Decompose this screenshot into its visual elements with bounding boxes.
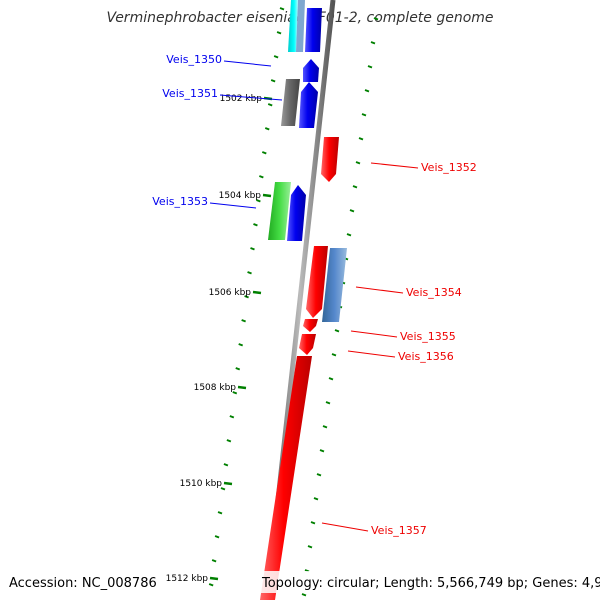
gene-veis-1357	[260, 356, 312, 600]
tick-mark	[223, 481, 233, 486]
gene-veis-1355	[303, 319, 318, 332]
inner-dot	[250, 247, 255, 251]
outer-dot	[358, 137, 364, 141]
gene-label-veis-1355[interactable]: Veis_1355	[400, 330, 456, 343]
outer-dot	[328, 377, 334, 381]
label-leader-line	[223, 60, 272, 67]
cog-bars	[268, 0, 347, 322]
label-leader-line	[355, 286, 404, 294]
gene-label-veis-1354[interactable]: Veis_1354	[406, 286, 462, 299]
position-ticks: 1502 kbp 1504 kbp 1506 kbp 1508 kbp 1510 kbp…	[166, 94, 273, 584]
outer-dot	[319, 449, 325, 453]
inner-dot	[235, 367, 241, 371]
inner-dot	[270, 79, 276, 83]
label-leader-line	[209, 202, 257, 209]
tick-label: 1502 kbp	[220, 94, 263, 104]
gene-label-veis-1353[interactable]: Veis_1353	[152, 195, 208, 208]
label-leader-line	[219, 94, 283, 101]
inner-dot	[229, 415, 235, 419]
gene-veis-1356	[299, 334, 316, 355]
inner-dot	[226, 439, 232, 443]
inner-dot	[273, 55, 279, 59]
accession-text: Accession: NC_008786	[9, 576, 157, 591]
tick-mark	[237, 385, 247, 390]
reverse-genes	[260, 137, 339, 600]
inner-dot	[267, 103, 273, 107]
gene-label-veis-1357[interactable]: Veis_1357	[371, 524, 427, 537]
outer-dot	[367, 65, 373, 69]
outer-dot	[310, 521, 316, 525]
inner-dot	[223, 463, 229, 467]
outer-dot	[325, 401, 331, 405]
tick-mark	[252, 290, 262, 295]
gene-veis-1349	[305, 8, 322, 52]
gene-veis-1351	[299, 82, 318, 128]
gene-veis-1352	[321, 137, 339, 182]
cog-bar-gray	[281, 79, 300, 126]
outer-dot	[373, 17, 379, 21]
inner-dot	[214, 535, 220, 539]
outer-dot	[346, 233, 352, 237]
outer-dot	[349, 209, 355, 213]
gene-veis-1354	[306, 246, 328, 318]
inner-dot	[253, 223, 258, 227]
outer-dot	[313, 497, 319, 501]
label-leader-line	[321, 522, 369, 532]
tick-label: 1504 kbp	[219, 191, 262, 201]
tick-label: 1512 kbp	[166, 574, 209, 584]
inner-dot	[241, 319, 246, 323]
inner-dot	[238, 343, 244, 347]
footer-topology-backdrop	[258, 571, 593, 593]
cog-bar-cyan	[288, 0, 298, 52]
inner-dot	[211, 559, 217, 563]
outer-dot	[364, 89, 370, 93]
inner-dot	[259, 175, 264, 179]
tick-label: 1506 kbp	[209, 288, 252, 298]
inner-dot	[217, 511, 223, 515]
outer-dot	[331, 353, 337, 357]
inner-dot	[220, 487, 226, 491]
cog-bar-green	[268, 182, 291, 240]
inner-dot	[256, 199, 261, 203]
inner-dot	[276, 31, 282, 35]
forward-genes	[287, 8, 322, 241]
topology-text: Topology: circular; Length: 5,566,749 bp…	[261, 576, 600, 591]
inner-dot	[264, 127, 270, 131]
outer-dot	[334, 329, 340, 333]
inner-dot	[261, 151, 267, 155]
tick-label: 1508 kbp	[194, 383, 237, 393]
outer-dot	[301, 593, 307, 597]
gene-label-veis-1350[interactable]: Veis_1350	[166, 53, 222, 66]
label-leader-line	[350, 330, 398, 338]
inner-dot	[232, 391, 238, 395]
outer-dot	[316, 473, 322, 477]
outer-dot	[370, 41, 376, 45]
gene-veis-1350	[303, 59, 319, 82]
gene-label-veis-1351[interactable]: Veis_1351	[162, 87, 218, 100]
tick-mark	[262, 193, 272, 198]
outer-dot	[307, 545, 313, 549]
label-leader-line	[347, 350, 396, 358]
gene-labels: Veis_1350 Veis_1351 Veis_1352 Veis_1353 Veis…	[152, 53, 476, 537]
gene-label-veis-1356[interactable]: Veis_1356	[398, 350, 454, 363]
outer-dot	[355, 161, 361, 165]
cog-bar-lightblue	[296, 0, 305, 52]
inner-dot	[244, 295, 249, 299]
tick-label: 1510 kbp	[180, 479, 223, 489]
outer-dot	[352, 185, 358, 189]
tick-mark	[209, 576, 219, 581]
gene-label-veis-1352[interactable]: Veis_1352	[421, 161, 477, 174]
inner-dot	[279, 7, 285, 11]
outer-dot	[361, 113, 367, 117]
label-leader-line	[370, 162, 419, 169]
gene-veis-1353	[287, 185, 306, 241]
cog-bar-steelblue	[322, 248, 347, 322]
outer-dot	[322, 425, 328, 429]
inner-dot	[247, 271, 252, 275]
inner-dot	[208, 583, 214, 587]
